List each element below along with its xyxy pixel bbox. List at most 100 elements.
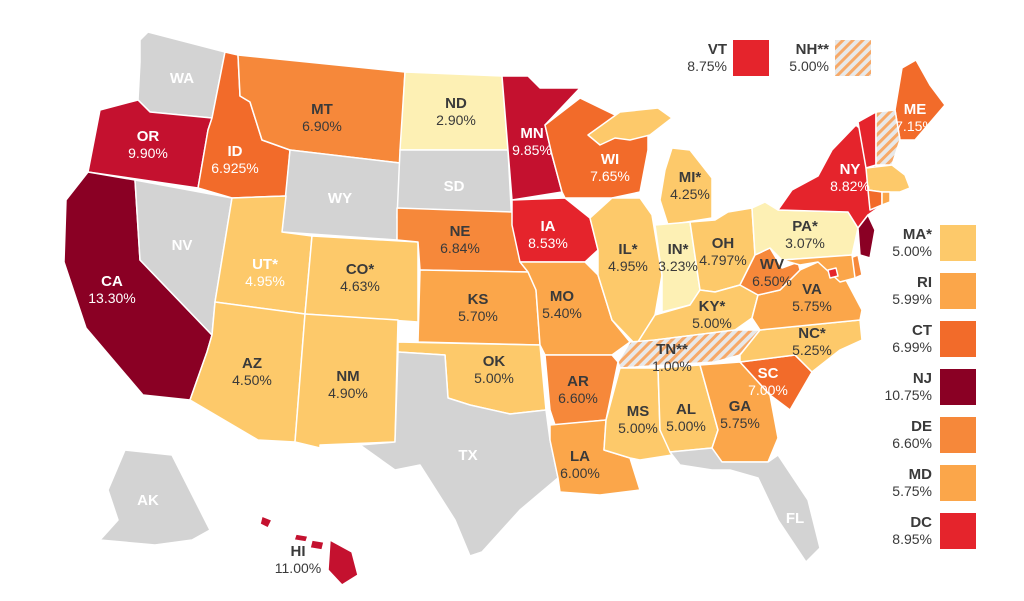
label-ne-abbr: NE (450, 223, 471, 240)
state-ma (865, 164, 911, 193)
legend-de-swatch (940, 417, 976, 453)
legend-md-abbr: MD (909, 466, 932, 483)
label-ms-rate: 5.00% (618, 420, 658, 436)
legend-dc-swatch (940, 513, 976, 549)
label-ia-abbr: IA (541, 218, 556, 235)
label-tn-abbr: TN** (656, 341, 688, 358)
label-in-rate: 3.23% (658, 258, 698, 274)
state-hi-island (259, 515, 273, 529)
label-va-abbr: VA (802, 281, 822, 298)
legend-ma-abbr: MA* (903, 226, 932, 243)
label-nc-abbr: NC* (798, 325, 826, 342)
state-hi-island (293, 533, 309, 543)
label-oh-abbr: OH (712, 235, 735, 252)
legend-md-rate: 5.75% (892, 483, 932, 499)
label-mn-abbr: MN (520, 125, 543, 142)
label-ga-rate: 5.75% (720, 415, 760, 431)
label-ak-abbr: AK (137, 492, 159, 509)
label-ut-rate: 4.95% (245, 273, 285, 289)
label-tx-abbr: TX (458, 447, 477, 464)
label-ny-abbr: NY (840, 161, 861, 178)
legend-md-swatch (940, 465, 976, 501)
label-sd-abbr: SD (444, 178, 465, 195)
legend-ri-rate: 5.99% (892, 291, 932, 307)
state-fl (669, 447, 821, 563)
label-ky-rate: 5.00% (692, 315, 732, 331)
state-mi (587, 107, 673, 146)
legend-dc-abbr: DC (910, 514, 932, 531)
label-id-rate: 6.925% (211, 160, 258, 176)
label-va-rate: 5.75% (792, 298, 832, 314)
state-ak (99, 449, 211, 546)
label-wy-abbr: WY (328, 190, 352, 207)
label-mo-rate: 5.40% (542, 305, 582, 321)
label-la-abbr: LA (570, 448, 590, 465)
label-az-rate: 4.50% (232, 372, 272, 388)
label-ia-rate: 8.53% (528, 235, 568, 251)
label-or-rate: 9.90% (128, 145, 168, 161)
label-mi-abbr: MI* (679, 169, 702, 186)
label-ga-abbr: GA (729, 398, 752, 415)
label-wa-abbr: WA (170, 70, 194, 87)
label-la-rate: 6.00% (560, 465, 600, 481)
label-ar-rate: 6.60% (558, 390, 598, 406)
label-il-rate: 4.95% (608, 258, 648, 274)
legend-ma-rate: 5.00% (892, 243, 932, 259)
label-mn-rate: 9.85% (512, 142, 552, 158)
label-ky-abbr: KY* (699, 298, 726, 315)
label-hi-rate: 11.00% (275, 560, 321, 576)
state-nc (739, 319, 863, 373)
label-wi-rate: 7.65% (590, 168, 630, 184)
state-ri (881, 191, 891, 206)
legend-nj-swatch (940, 369, 976, 405)
label-nm-rate: 4.90% (328, 385, 368, 401)
label-ks-rate: 5.70% (458, 308, 498, 324)
state-ia (511, 197, 599, 263)
label-ne-rate: 6.84% (440, 240, 480, 256)
legend-ct-swatch (940, 321, 976, 357)
label-ar-abbr: AR (567, 373, 589, 390)
label-nd-abbr: ND (445, 95, 467, 112)
label-wv-rate: 6.50% (752, 273, 792, 289)
callout-vt-swatch (733, 40, 769, 76)
label-in-abbr: IN* (668, 241, 689, 258)
label-nv-abbr: NV (172, 237, 193, 254)
legend-nj-rate: 10.75% (885, 387, 932, 403)
label-sc-abbr: SC (758, 365, 779, 382)
label-nd-rate: 2.90% (436, 112, 476, 128)
label-co-abbr: CO* (346, 261, 375, 278)
label-al-rate: 5.00% (666, 418, 706, 434)
label-az-abbr: AZ (242, 355, 262, 372)
state-hi-island (309, 539, 325, 551)
label-me-abbr: ME (904, 101, 927, 118)
label-or-abbr: OR (137, 128, 160, 145)
state-dc (827, 267, 839, 279)
state-nm (294, 313, 399, 449)
legend-ri-abbr: RI (917, 274, 932, 291)
label-wi-abbr: WI (601, 151, 619, 168)
label-co-rate: 4.63% (340, 278, 380, 294)
state-wv (739, 247, 801, 296)
state-hi (327, 539, 359, 586)
legend-dc-rate: 8.95% (892, 531, 932, 547)
label-ks-abbr: KS (468, 291, 489, 308)
legend-ct-rate: 6.99% (892, 339, 932, 355)
label-ms-abbr: MS (627, 403, 650, 420)
legend-de-abbr: DE (911, 418, 932, 435)
label-sc-rate: 7.00% (748, 382, 788, 398)
callout-vt-abbr: VT (708, 41, 727, 58)
legend-de-rate: 6.60% (892, 435, 932, 451)
label-mt-rate: 6.90% (302, 118, 342, 134)
label-nm-abbr: NM (336, 368, 359, 385)
state-tx (359, 351, 559, 557)
callout-vt-rate: 8.75% (687, 58, 727, 74)
state-pa (751, 201, 859, 261)
state-nh (875, 109, 901, 166)
label-fl-abbr: FL (786, 510, 804, 527)
label-me-rate: 7.15% (895, 118, 935, 134)
label-mt-abbr: MT (311, 101, 333, 118)
label-wv-abbr: WV (760, 256, 784, 273)
callout-nh-rate: 5.00% (789, 58, 829, 74)
label-nc-rate: 5.25% (792, 342, 832, 358)
